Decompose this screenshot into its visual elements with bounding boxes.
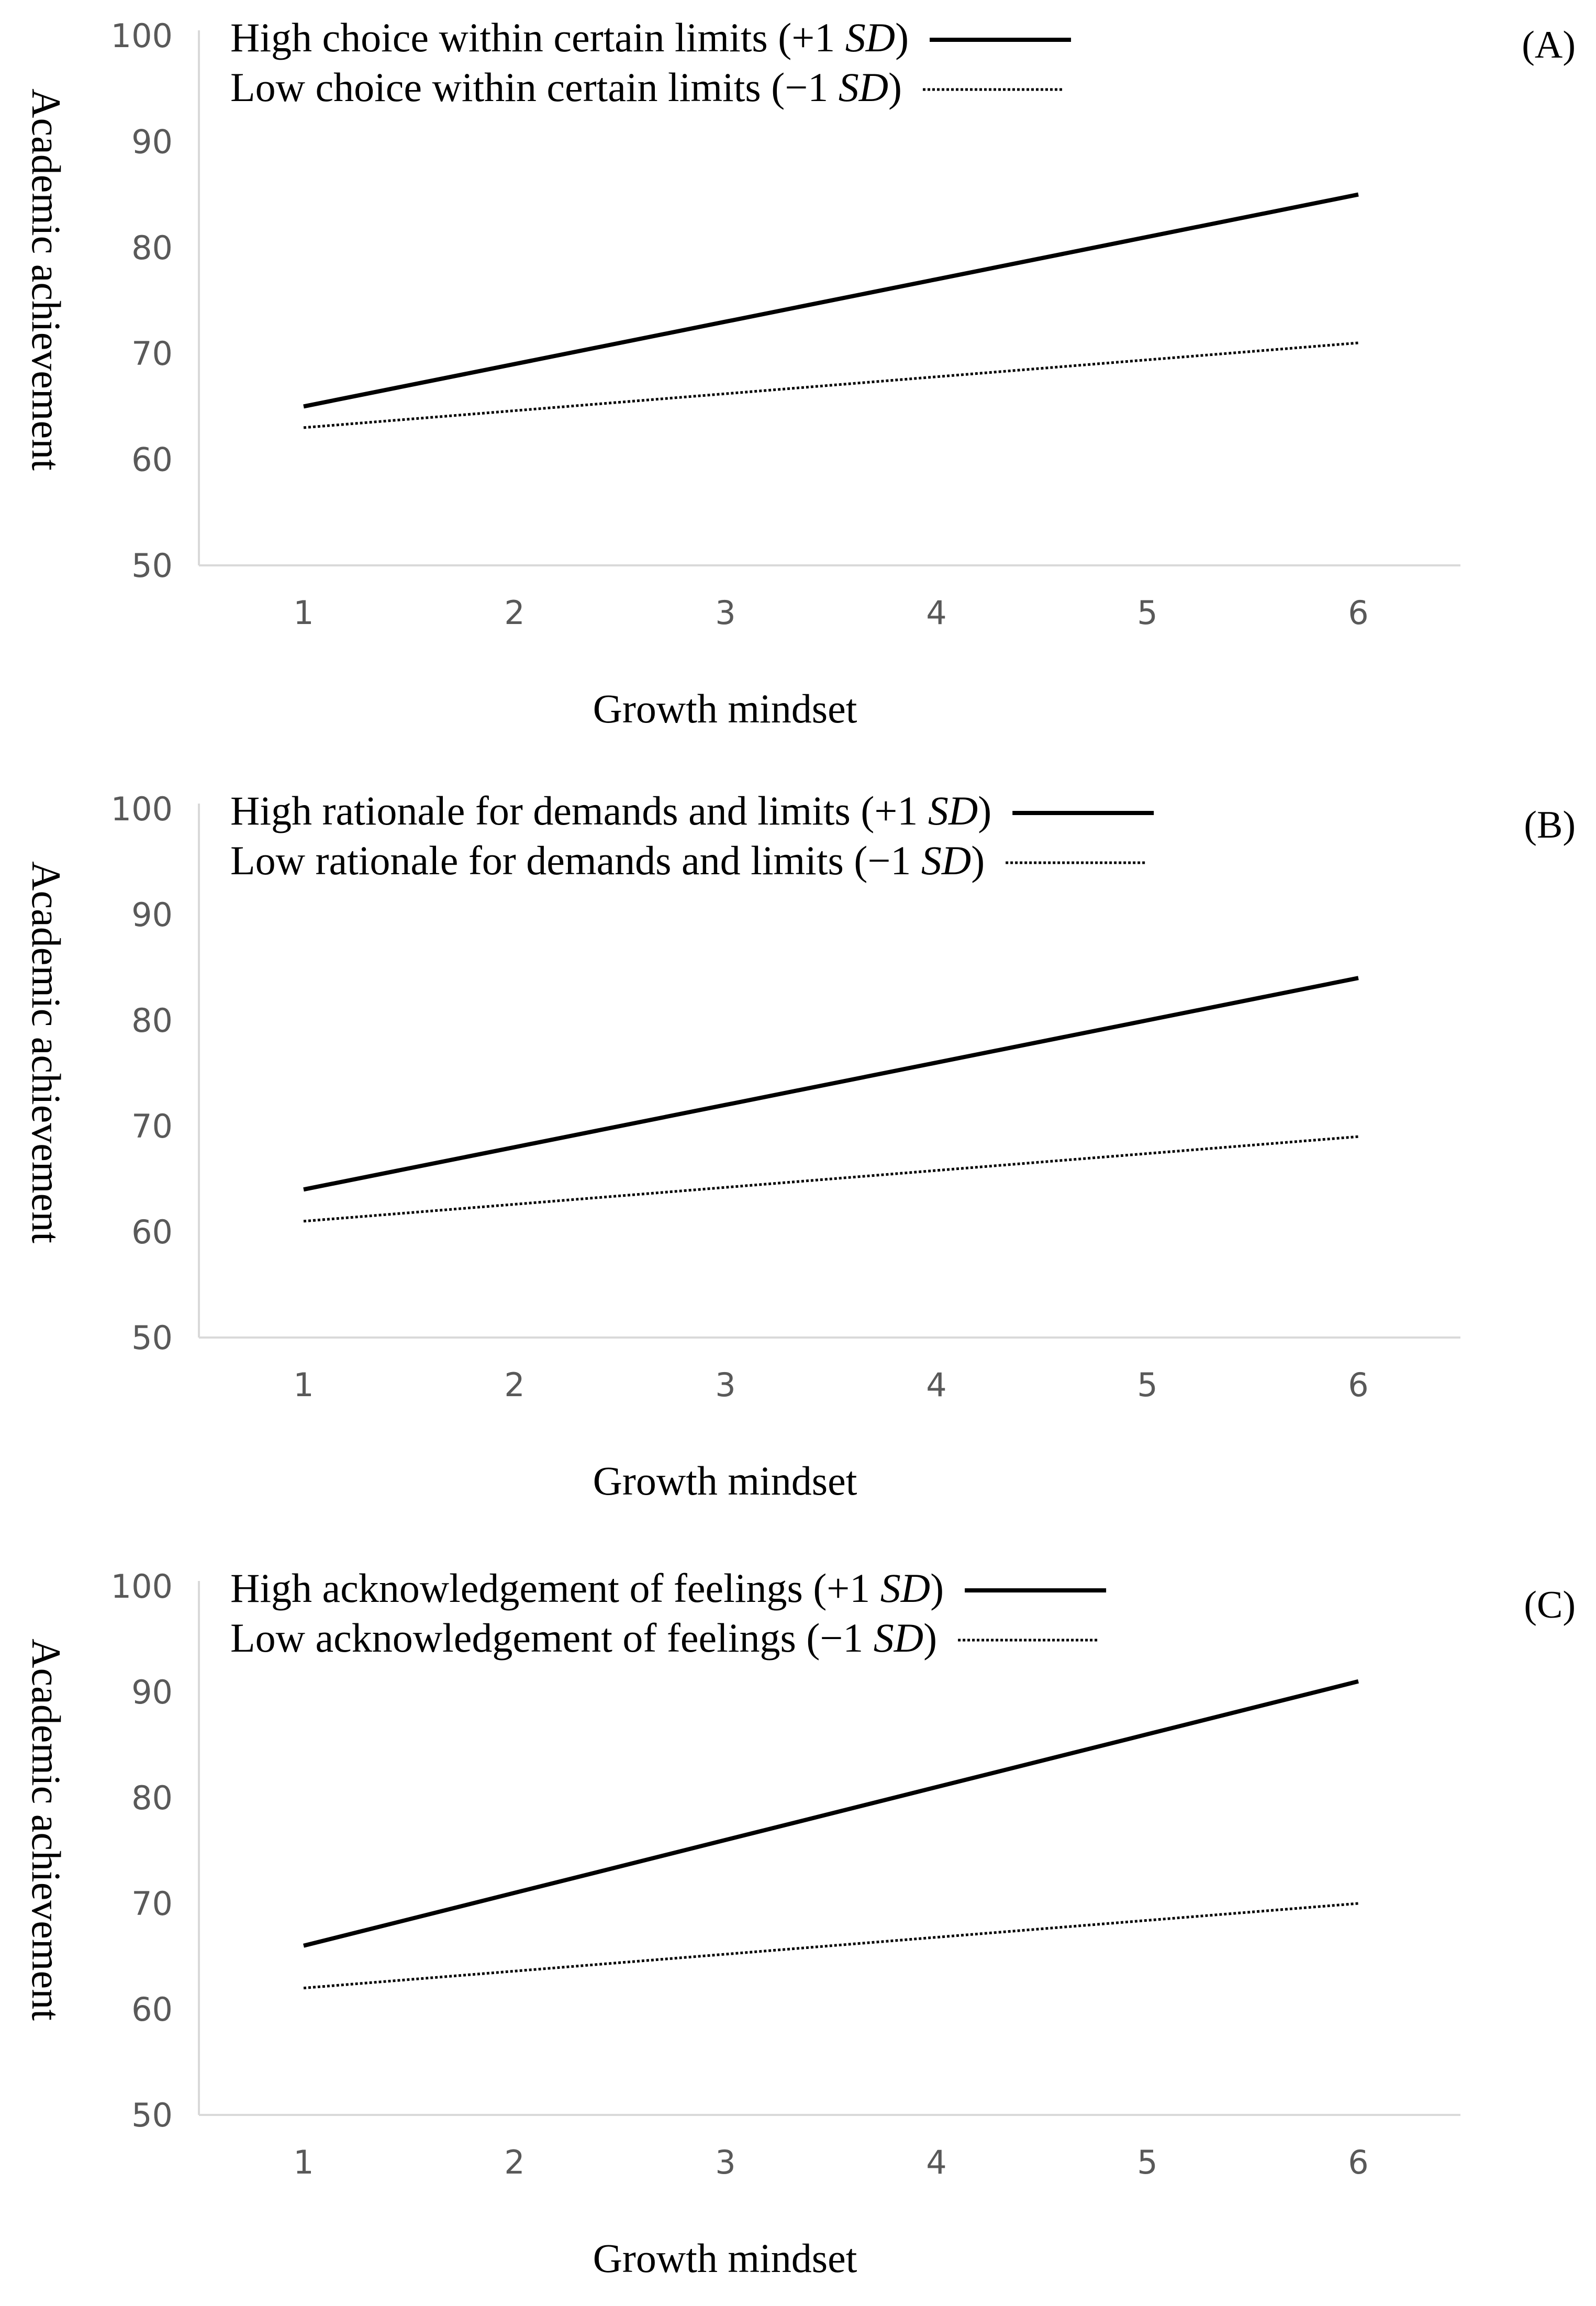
series-line-high <box>303 976 1359 1192</box>
y-tick-label: 100 <box>111 790 173 828</box>
x-tick-label: 5 <box>1137 2143 1157 2181</box>
x-tick-label: 1 <box>293 594 314 632</box>
legend-suffix-close: ) <box>923 1615 937 1661</box>
x-tick-label: 3 <box>715 2143 735 2181</box>
legend-entry-low: Low acknowledgement of feelings (−1 SD) <box>230 1615 937 1661</box>
series-line-low <box>303 341 1359 429</box>
legend-entry-high: High acknowledgement of feelings (+1 SD) <box>230 1565 944 1611</box>
legend-suffix-open: (+1 <box>851 788 928 833</box>
y-tick-label: 80 <box>131 229 173 267</box>
y-tick-label: 80 <box>131 1779 173 1817</box>
x-tick-label: 4 <box>926 1366 946 1404</box>
legend-name: High acknowledgement of feelings <box>230 1565 803 1611</box>
x-tick-label: 6 <box>1348 1366 1368 1404</box>
y-tick-label: 90 <box>131 122 173 161</box>
x-tick-label: 6 <box>1348 594 1368 632</box>
x-tick-label: 2 <box>504 2143 524 2181</box>
chart-panel-c: 50 60 70 80 90 100 1 2 3 4 5 6 Growth mindset Academi… <box>24 1565 1576 2281</box>
legend-suffix-open: (+1 <box>803 1565 880 1611</box>
y-tick-label: 60 <box>131 441 173 479</box>
y-tick-label: 60 <box>131 1213 173 1251</box>
legend-suffix-close: ) <box>978 788 991 833</box>
y-tick-label: 90 <box>131 896 173 934</box>
x-tick-label: 3 <box>715 594 735 632</box>
x-axis-label: Growth mindset <box>593 686 857 731</box>
legend-name: Low choice within certain limits <box>230 64 761 110</box>
y-tick-label: 50 <box>131 547 173 585</box>
y-axis-label: Academic achievement <box>24 1639 69 2021</box>
legend-suffix-close: ) <box>895 15 909 60</box>
y-axis-label: Academic achievement <box>24 88 69 471</box>
legend-suffix-close: ) <box>888 64 902 110</box>
x-axis-label: Growth mindset <box>593 2235 857 2281</box>
legend-entry-low: Low rationale for demands and limits (−1… <box>230 838 985 883</box>
x-tick-label: 4 <box>926 594 946 632</box>
x-tick-label: 1 <box>293 2143 314 2181</box>
legend-sd: SD <box>874 1615 923 1661</box>
series-line-high <box>303 192 1359 409</box>
x-tick-label: 5 <box>1137 1366 1157 1404</box>
legend-suffix-open: (−1 <box>844 838 921 883</box>
y-tick-label: 70 <box>131 335 173 373</box>
legend-entry-high: High rationale for demands and limits (+… <box>230 788 991 833</box>
x-tick-label: 4 <box>926 2143 946 2181</box>
legend-sd: SD <box>928 788 978 833</box>
legend-sd: SD <box>921 838 971 883</box>
y-tick-label: 50 <box>131 1319 173 1357</box>
legend-name: High rationale for demands and limits <box>230 788 851 833</box>
legend-entry-low: Low choice within certain limits (−1 SD) <box>230 64 902 110</box>
legend-suffix-open: (+1 <box>768 15 845 60</box>
y-tick-label: 60 <box>131 1990 173 2029</box>
legend-sd: SD <box>839 64 888 110</box>
x-tick-label: 6 <box>1348 2143 1368 2181</box>
series-line-low <box>303 1902 1359 1990</box>
legend-suffix-open: (−1 <box>761 64 839 110</box>
x-tick-label: 5 <box>1137 594 1157 632</box>
legend-suffix-open: (−1 <box>796 1615 874 1661</box>
y-tick-label: 70 <box>131 1107 173 1145</box>
y-tick-label: 90 <box>131 1673 173 1711</box>
legend-sd: SD <box>845 15 895 60</box>
y-tick-label: 70 <box>131 1885 173 1923</box>
x-axis-label: Growth mindset <box>593 1458 857 1503</box>
series-line-high <box>303 1679 1359 1948</box>
legend-name: Low acknowledgement of feelings <box>230 1615 796 1661</box>
chart-panel-a: 50 60 70 80 90 100 1 2 3 4 5 6 Growth mindset Academi… <box>24 15 1576 731</box>
legend-suffix-close: ) <box>930 1565 944 1611</box>
y-tick-label: 100 <box>111 17 173 55</box>
legend-sd: SD <box>880 1565 930 1611</box>
y-tick-label: 50 <box>131 2096 173 2134</box>
x-tick-label: 2 <box>504 594 524 632</box>
legend-name: Low rationale for demands and limits <box>230 838 844 883</box>
series-line-low <box>303 1135 1359 1223</box>
legend-suffix-close: ) <box>971 838 985 883</box>
x-tick-label: 1 <box>293 1366 314 1404</box>
panel-label: (A) <box>1522 24 1576 66</box>
legend-name: High choice within certain limits <box>230 15 768 60</box>
x-tick-label: 2 <box>504 1366 524 1404</box>
x-tick-label: 3 <box>715 1366 735 1404</box>
panel-label: (C) <box>1524 1584 1576 1627</box>
legend-entry-high: High choice within certain limits (+1 SD… <box>230 15 909 60</box>
y-axis-label: Academic achievement <box>24 861 69 1243</box>
chart-panel-b: 50 60 70 80 90 100 1 2 3 4 5 6 Growth mindset Academi… <box>24 788 1576 1503</box>
panel-label: (B) <box>1524 804 1576 846</box>
y-tick-label: 80 <box>131 1001 173 1040</box>
y-tick-label: 100 <box>111 1567 173 1606</box>
